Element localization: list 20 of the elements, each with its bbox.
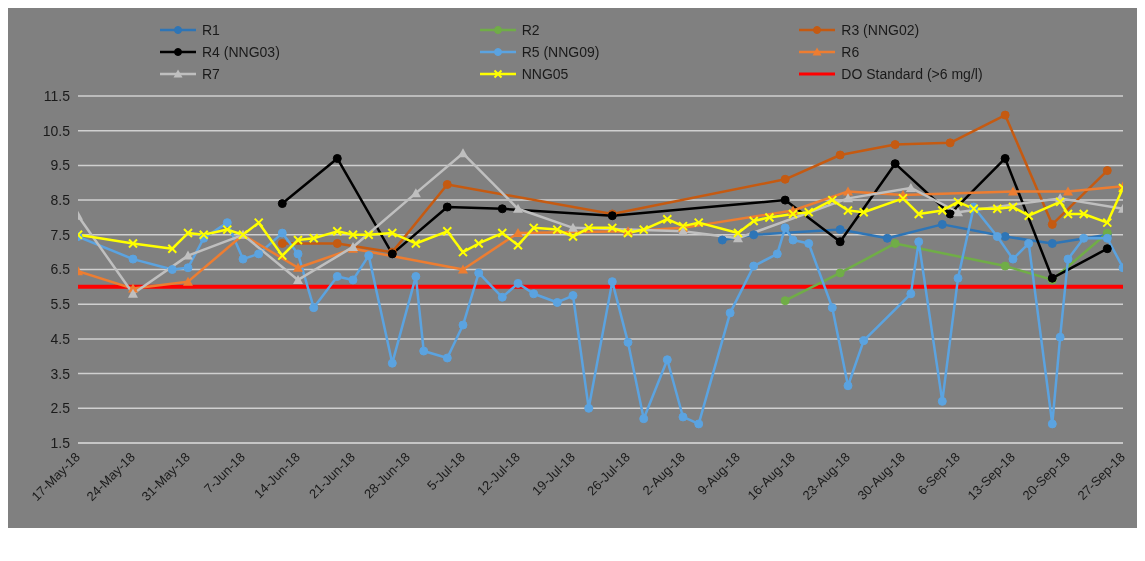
legend-label: R6 — [841, 44, 860, 60]
legend-label: R4 (NNG03) — [202, 44, 280, 60]
legend-label: R2 — [521, 22, 540, 38]
legend-label: NNG05 — [521, 66, 569, 82]
y-tick-label: 7.5 — [50, 226, 71, 243]
y-tick-label: 6.5 — [50, 261, 71, 278]
legend-label: R1 — [202, 22, 220, 38]
y-tick-label: 2.5 — [50, 400, 71, 417]
y-tick-label: 1.5 — [50, 434, 71, 451]
legend-label: DO Standard (>6 mg/l) — [841, 66, 983, 82]
y-tick-label: 8.5 — [50, 192, 71, 209]
y-tick-label: 5.5 — [50, 296, 71, 313]
y-tick-label: 9.5 — [50, 157, 71, 174]
y-tick-label: 4.5 — [50, 330, 71, 347]
y-tick-label: 10.5 — [42, 122, 71, 139]
y-tick-label: 3.5 — [50, 365, 71, 382]
legend-label: R5 (NNG09) — [521, 44, 600, 60]
legend-label: R7 — [202, 66, 220, 82]
y-tick-label: 11.5 — [43, 87, 71, 104]
legend-label: R3 (NNG02) — [841, 22, 920, 38]
